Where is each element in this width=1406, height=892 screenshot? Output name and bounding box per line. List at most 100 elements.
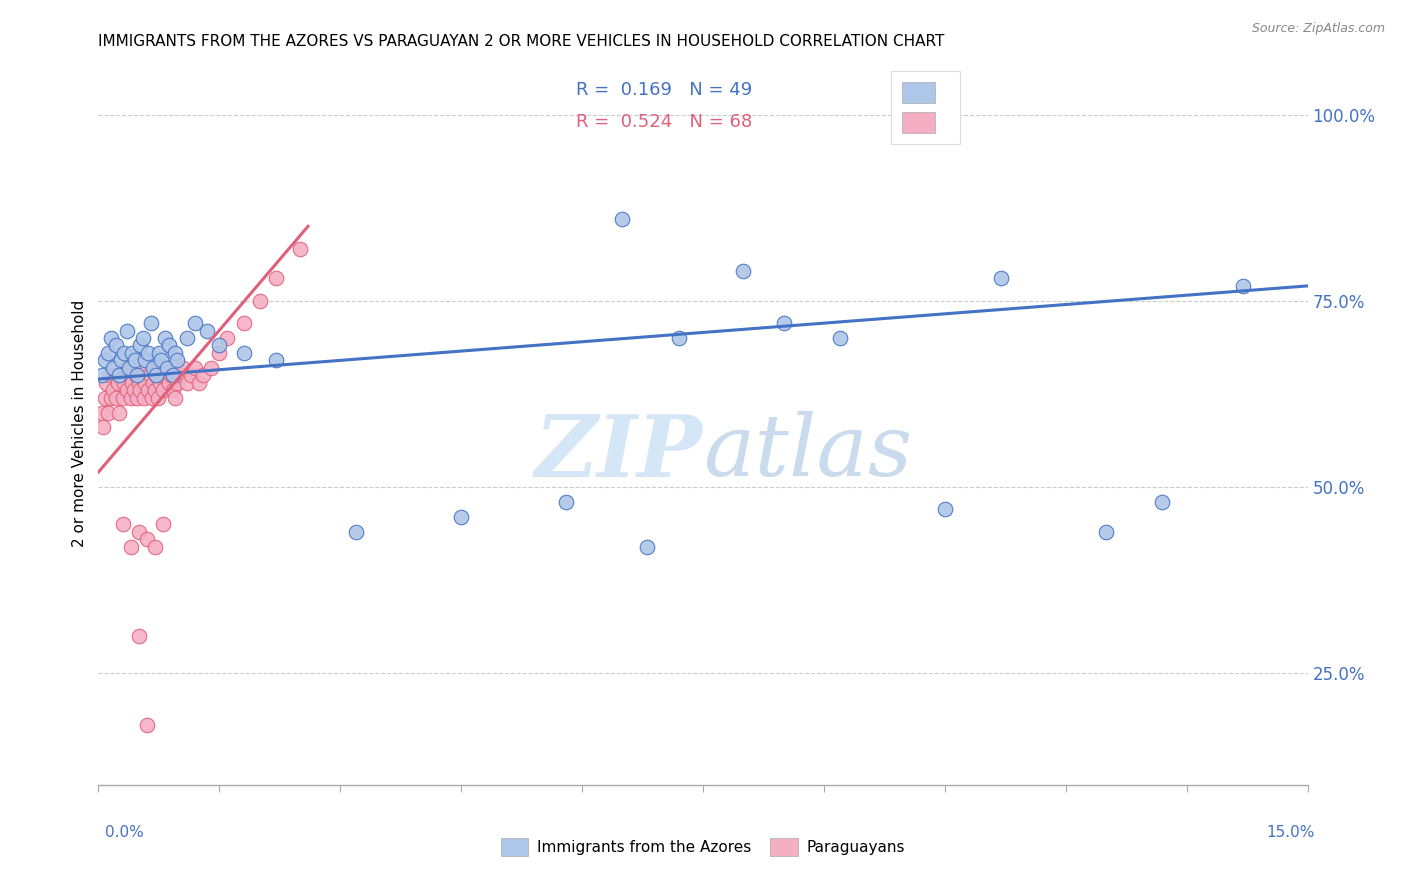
Point (117, 383, 139, 397)
Point (129, 338, 152, 352)
Point (153, 331, 176, 345)
Point (143, 540, 166, 554)
Point (107, 376, 129, 390)
Point (138, 346, 160, 360)
Point (156, 360, 179, 375)
Point (167, 368, 190, 383)
Point (733, 264, 755, 278)
Point (990, 271, 1012, 285)
Point (98, 368, 121, 383)
Point (180, 368, 202, 383)
Point (111, 517, 134, 532)
Point (152, 517, 174, 532)
Text: IMMIGRANTS FROM THE AZORES VS PARAGUAYAN 2 OR MORE VEHICLES IN HOUSEHOLD CORRELA: IMMIGRANTS FROM THE AZORES VS PARAGUAYAN… (98, 34, 945, 49)
Point (112, 346, 135, 360)
Point (100, 391, 122, 405)
Text: ZIP: ZIP (536, 411, 703, 494)
Point (127, 368, 149, 383)
Point (105, 338, 128, 352)
Point (208, 346, 231, 360)
Point (139, 368, 162, 383)
Point (668, 331, 690, 345)
Point (128, 629, 150, 643)
Point (145, 368, 167, 383)
Point (96, 376, 118, 390)
Point (145, 368, 167, 383)
Point (110, 353, 132, 368)
Point (131, 368, 153, 383)
Point (90, 405, 112, 419)
Point (166, 376, 188, 390)
Point (91, 420, 114, 434)
Point (1232, 279, 1254, 293)
Point (111, 391, 134, 405)
Point (132, 331, 155, 345)
Point (612, 211, 634, 226)
Point (195, 324, 218, 338)
Point (344, 524, 367, 539)
Point (157, 338, 180, 352)
Point (149, 376, 172, 390)
Point (108, 405, 131, 419)
Point (249, 293, 271, 308)
Point (1152, 495, 1174, 509)
Point (217, 331, 239, 345)
Point (232, 346, 254, 360)
Point (450, 509, 472, 524)
Point (127, 391, 149, 405)
Point (150, 368, 173, 383)
Point (141, 391, 163, 405)
Point (193, 368, 215, 383)
Point (200, 360, 222, 375)
Point (91, 368, 114, 383)
Point (101, 383, 124, 397)
Point (208, 338, 231, 352)
Point (188, 376, 211, 390)
Text: Source: ZipAtlas.com: Source: ZipAtlas.com (1251, 22, 1385, 36)
Point (264, 271, 287, 285)
Y-axis label: 2 or more Vehicles in Household: 2 or more Vehicles in Household (72, 300, 87, 548)
Point (124, 353, 146, 368)
Point (121, 376, 143, 390)
Point (134, 376, 156, 390)
Point (135, 532, 157, 546)
Point (163, 346, 186, 360)
Point (153, 368, 176, 383)
Point (120, 391, 142, 405)
Point (94, 353, 117, 368)
Point (110, 368, 132, 383)
Text: atlas: atlas (703, 411, 912, 494)
Point (138, 383, 160, 397)
Point (142, 360, 165, 375)
Point (146, 391, 169, 405)
Point (101, 360, 124, 375)
Point (163, 391, 186, 405)
Point (100, 331, 122, 345)
Point (148, 346, 170, 360)
Point (1095, 524, 1118, 539)
Text: 15.0%: 15.0% (1267, 825, 1315, 840)
Point (115, 324, 138, 338)
Legend: Immigrants from the Azores, Paraguayans: Immigrants from the Azores, Paraguayans (495, 832, 911, 862)
Point (150, 353, 173, 368)
Point (132, 391, 155, 405)
Point (114, 360, 136, 375)
Point (142, 376, 165, 390)
Point (184, 316, 207, 330)
Point (264, 353, 287, 368)
Point (152, 383, 174, 397)
Point (184, 360, 207, 375)
Point (232, 316, 254, 330)
Point (176, 331, 198, 345)
Point (121, 346, 143, 360)
Point (160, 368, 183, 383)
Point (157, 376, 180, 390)
Point (128, 524, 150, 539)
Point (156, 360, 179, 375)
Point (120, 540, 142, 554)
Legend: , : , (891, 71, 960, 144)
Point (97, 346, 120, 360)
Point (162, 368, 184, 383)
Point (107, 368, 129, 383)
Point (94, 391, 117, 405)
